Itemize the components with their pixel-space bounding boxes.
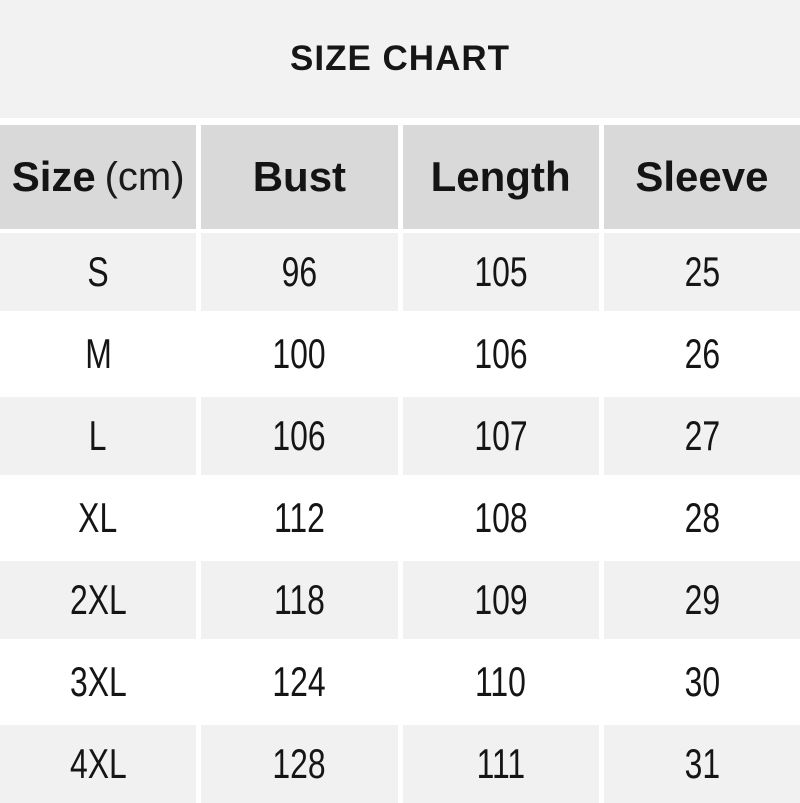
size-cell: M bbox=[0, 315, 197, 393]
sleeve-cell: 30 bbox=[603, 643, 800, 721]
length-cell: 109 bbox=[402, 561, 599, 639]
bust-cell: 124 bbox=[201, 643, 398, 721]
size-cell: S bbox=[0, 233, 197, 311]
bust-cell: 118 bbox=[201, 561, 398, 639]
bust-cell: 128 bbox=[201, 725, 398, 803]
size-cell: L bbox=[0, 397, 197, 475]
size-cell: 3XL bbox=[0, 643, 197, 721]
header-cell-bust: Bust bbox=[201, 125, 398, 229]
size-cell: 2XL bbox=[0, 561, 197, 639]
header-cell-size: Size (cm) bbox=[0, 125, 197, 229]
header-cell-sleeve: Sleeve bbox=[603, 125, 800, 229]
sleeve-cell: 31 bbox=[603, 725, 800, 803]
length-cell: 106 bbox=[402, 315, 599, 393]
page-title: SIZE CHART bbox=[290, 39, 510, 78]
length-cell: 110 bbox=[402, 643, 599, 721]
header-size-unit: (cm) bbox=[104, 154, 185, 199]
sleeve-cell: 27 bbox=[603, 397, 800, 475]
header-length-label: Length bbox=[430, 153, 571, 200]
length-cell: 107 bbox=[402, 397, 599, 475]
bust-cell: 106 bbox=[201, 397, 398, 475]
header-sleeve-label: Sleeve bbox=[635, 153, 769, 200]
bust-cell: 96 bbox=[201, 233, 398, 311]
sleeve-cell: 25 bbox=[603, 233, 800, 311]
size-cell: XL bbox=[0, 479, 197, 557]
bust-cell: 112 bbox=[201, 479, 398, 557]
sleeve-cell: 26 bbox=[603, 315, 800, 393]
size-cell: 4XL bbox=[0, 725, 197, 803]
length-cell: 108 bbox=[402, 479, 599, 557]
sleeve-cell: 28 bbox=[603, 479, 800, 557]
title-banner: SIZE CHART bbox=[0, 0, 800, 118]
bust-cell: 100 bbox=[201, 315, 398, 393]
length-cell: 105 bbox=[402, 233, 599, 311]
length-cell: 111 bbox=[402, 725, 599, 803]
header-size-label: Size bbox=[11, 153, 96, 200]
size-chart-table: Size (cm) Bust Length Sleeve S 96 105 25… bbox=[0, 125, 800, 803]
header-cell-length: Length bbox=[402, 125, 599, 229]
header-bust-label: Bust bbox=[252, 153, 347, 200]
sleeve-cell: 29 bbox=[603, 561, 800, 639]
